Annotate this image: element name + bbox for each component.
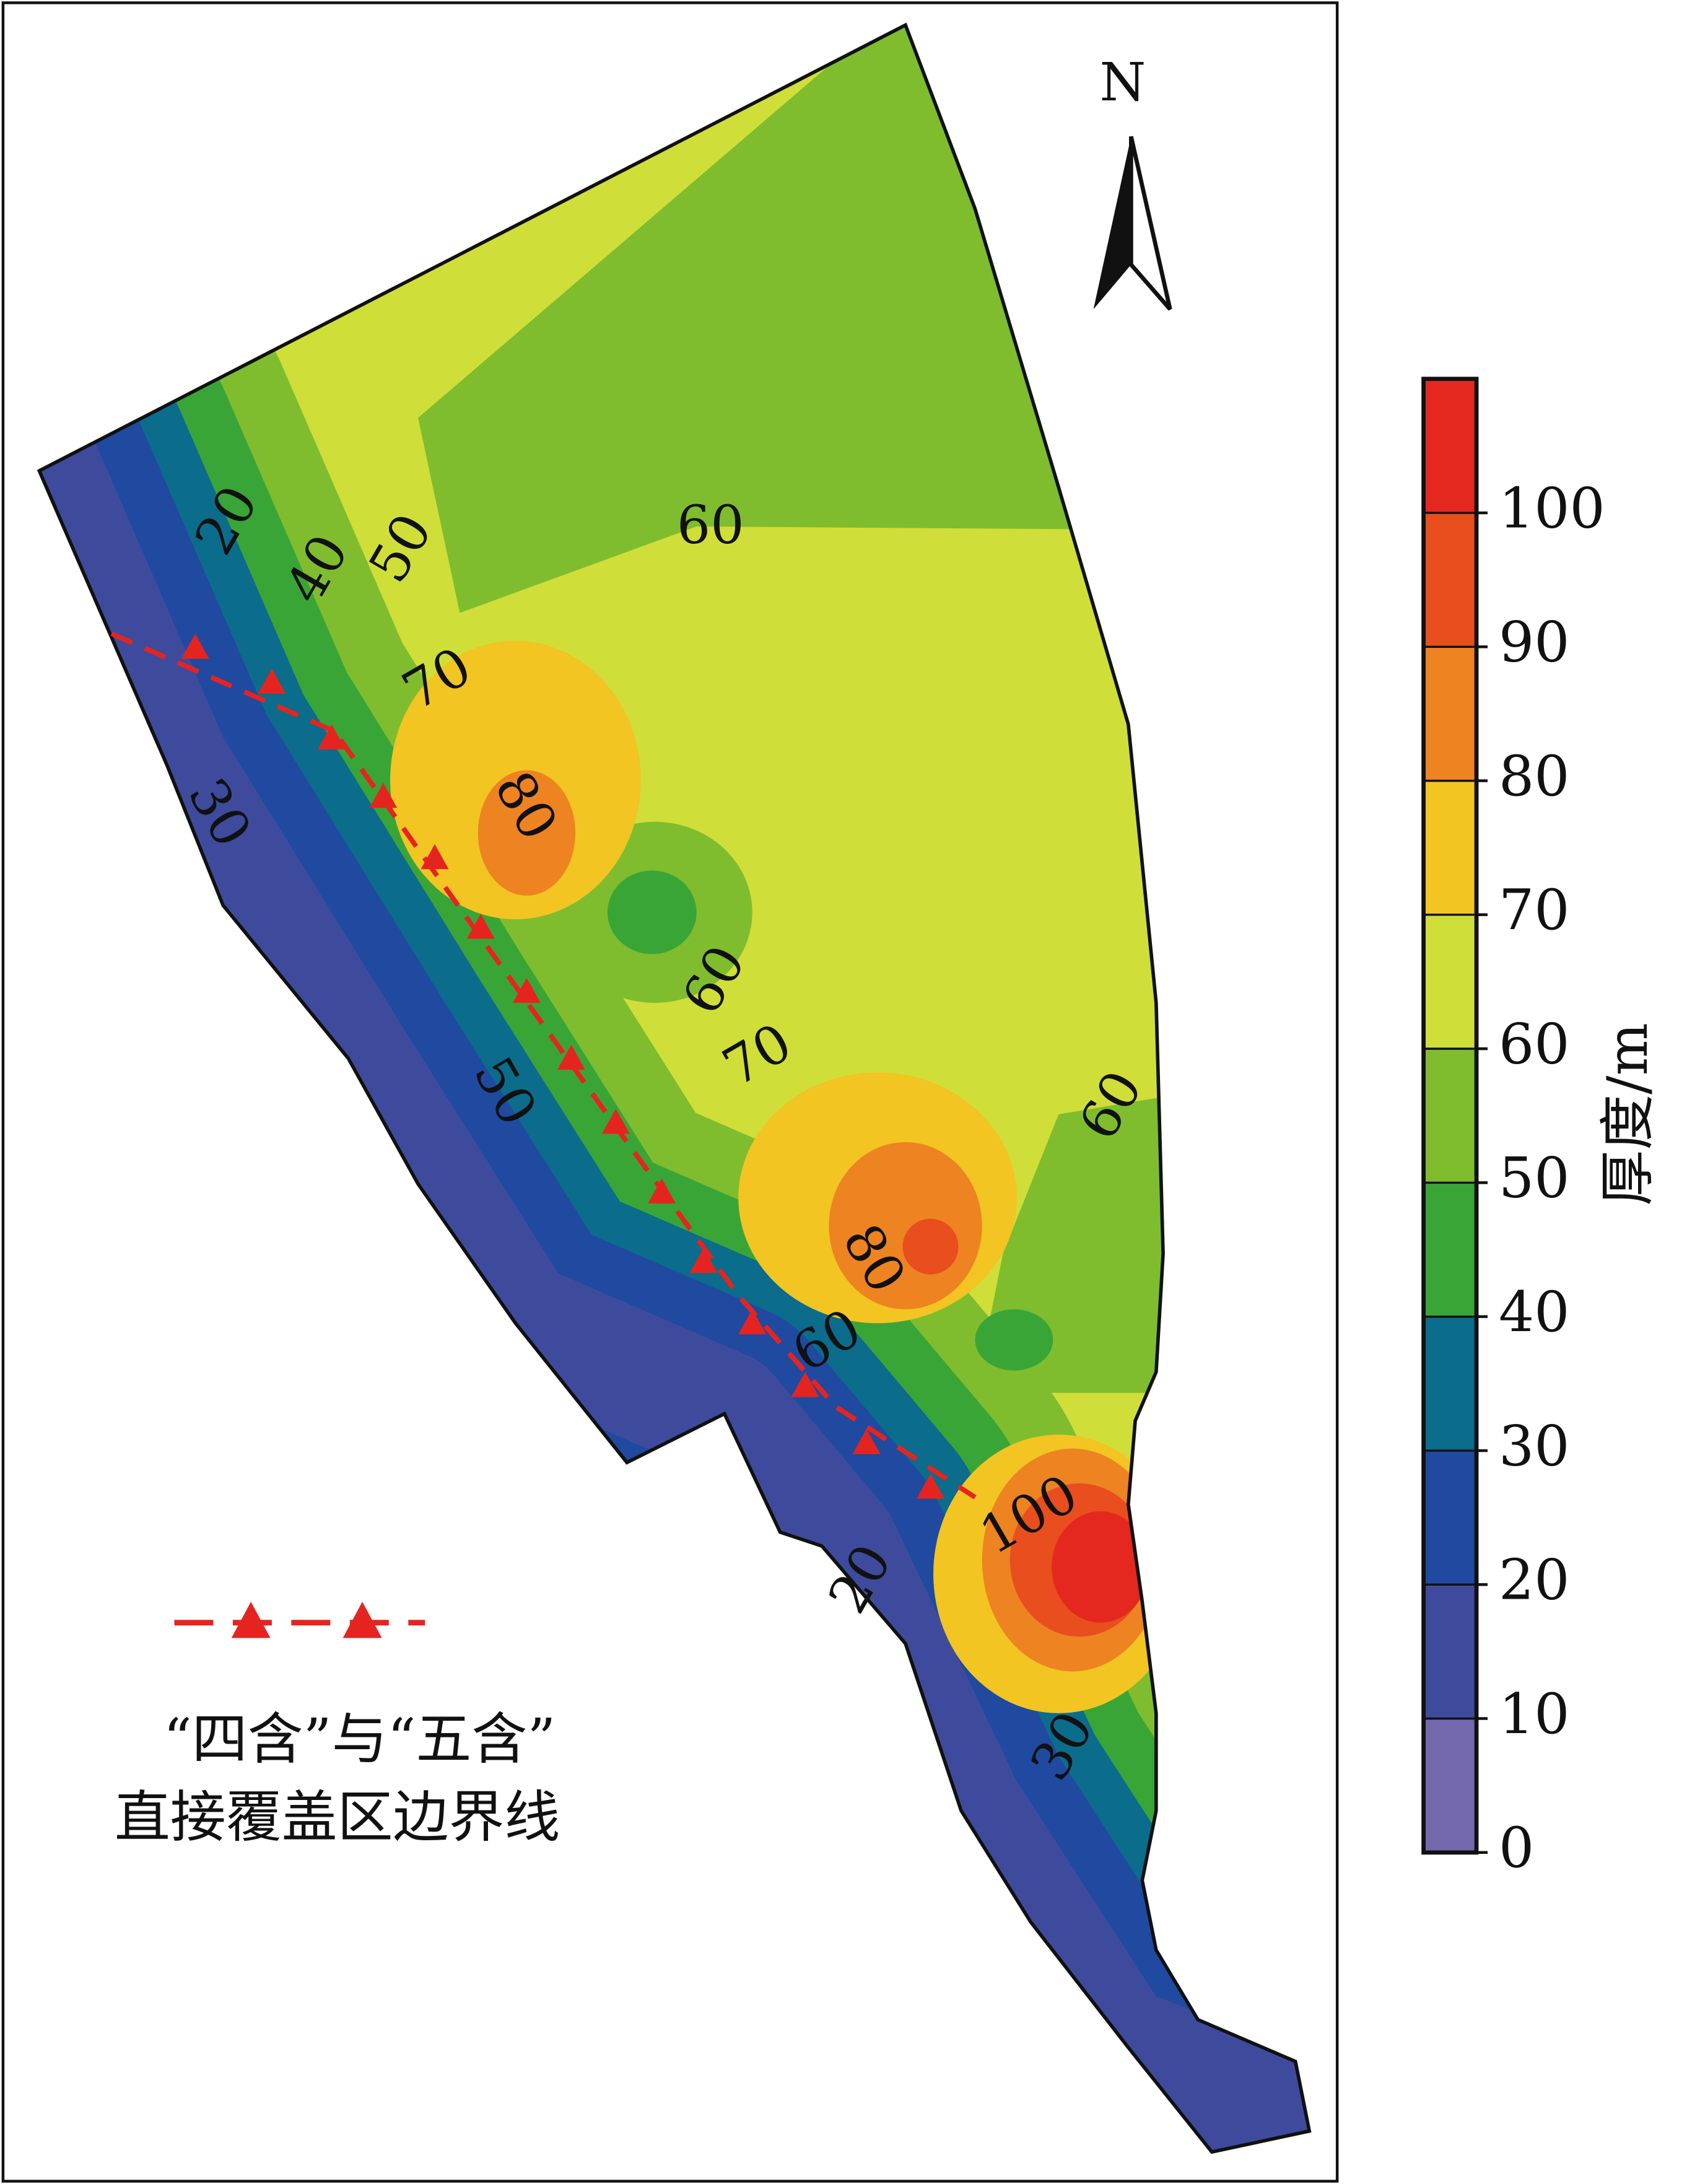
colorbar-tick-label: 100 <box>1499 476 1605 541</box>
colorbar-tick-label: 50 <box>1499 1147 1569 1211</box>
colorbar-tick-label: 80 <box>1499 745 1569 809</box>
colorbar-segment <box>1422 914 1478 1050</box>
north-label: N <box>1099 52 1146 113</box>
colorbar-segment <box>1422 1181 1478 1318</box>
colorbar-title: 厚度/m <box>1596 1023 1660 1205</box>
colorbar-segment <box>1422 1315 1478 1452</box>
colorbar-segment <box>1422 1449 1478 1586</box>
colorbar-segment <box>1422 1717 1478 1854</box>
legend: “四含”与“五含” 直接覆盖区边界线 <box>115 1602 560 1850</box>
legend-text: 直接覆盖区边界线 <box>115 1786 560 1850</box>
colorbar-segment <box>1422 1583 1478 1720</box>
colorbar-tick-label: 40 <box>1499 1280 1569 1345</box>
north-arrow <box>1128 136 1172 311</box>
colorbar-segment <box>1422 1047 1478 1184</box>
colorbar-segment <box>1422 377 1478 514</box>
colorbar-segment <box>1422 779 1478 916</box>
colorbar-tick-label: 20 <box>1499 1548 1569 1613</box>
frame <box>1 1 1339 2183</box>
north-arrow <box>1093 136 1131 310</box>
colorbar-segment <box>1422 645 1478 782</box>
colorbar-tick-label: 30 <box>1499 1414 1569 1479</box>
contour-label: 60 <box>677 495 744 556</box>
colorbar-tick-label: 0 <box>1499 1816 1534 1880</box>
colorbar-tick-label: 10 <box>1499 1682 1569 1747</box>
boundary-markers <box>181 634 945 1499</box>
colorbar-segment <box>1422 512 1478 648</box>
colorbar-tick-label: 60 <box>1499 1012 1569 1077</box>
colorbar-tick-label: 90 <box>1499 611 1569 675</box>
colorbar-tick-label: 70 <box>1499 878 1569 943</box>
legend-text: “四含”与“五含” <box>163 1708 556 1772</box>
colorbar-frame <box>1421 377 1479 1855</box>
